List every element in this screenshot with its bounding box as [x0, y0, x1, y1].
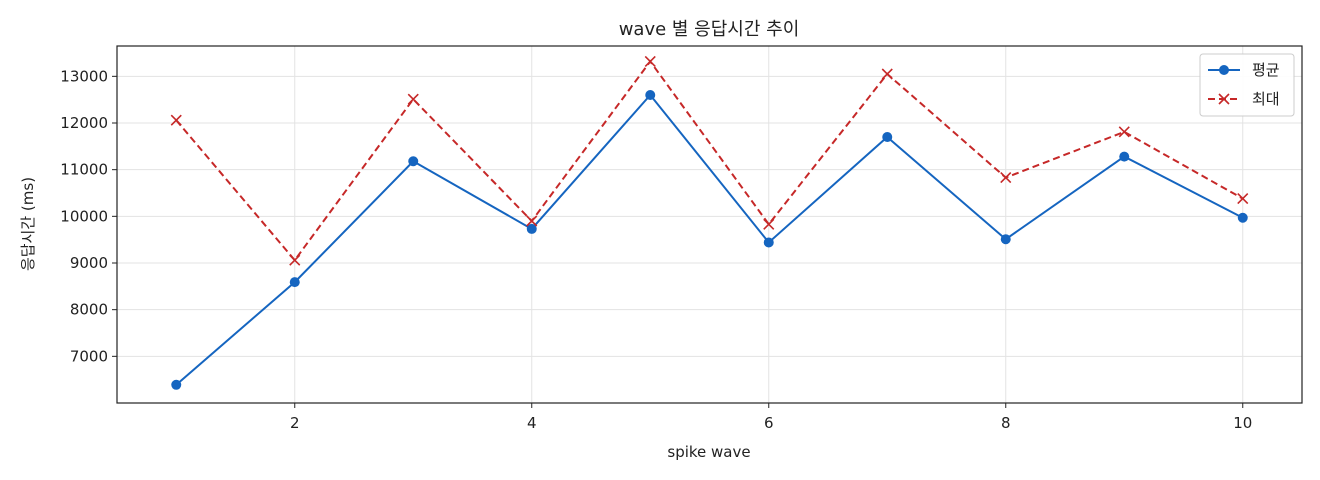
- x-tick-label: 10: [1233, 414, 1252, 432]
- data-point: [763, 237, 774, 248]
- data-point: [1237, 212, 1248, 223]
- y-tick-label: 7000: [70, 347, 108, 365]
- series-line: [175, 93, 1244, 386]
- data-point: [881, 68, 893, 80]
- data-point: [644, 55, 656, 67]
- series-line: [175, 59, 1244, 262]
- data-point: [1237, 193, 1249, 205]
- series-1: [171, 90, 1248, 390]
- data-point: [526, 223, 537, 234]
- y-tick-label: 11000: [60, 161, 108, 179]
- plot-frame: [116, 45, 1303, 404]
- series-2: [170, 55, 1249, 266]
- data-point: [289, 277, 300, 288]
- data-point: [289, 254, 301, 266]
- grid: [117, 46, 1302, 403]
- data-point: [1000, 172, 1012, 184]
- x-tick-label: 6: [764, 414, 774, 432]
- data-point: [645, 90, 656, 100]
- data-point: [1000, 234, 1011, 245]
- x-tick-label: 4: [527, 414, 537, 432]
- data-point: [526, 215, 538, 227]
- y-tick-label: 9000: [70, 254, 108, 272]
- legend-label: 평균: [1252, 61, 1280, 79]
- x-tick-label: 8: [1001, 414, 1011, 432]
- data-point: [1118, 126, 1130, 138]
- data-point: [1119, 151, 1130, 162]
- data-point: [882, 132, 893, 142]
- y-tick-label: 10000: [60, 207, 108, 225]
- legend-item: 최대: [1208, 90, 1280, 108]
- chart-title: wave 별 응답시간 추이: [619, 19, 800, 40]
- data-point: [170, 114, 182, 126]
- y-tick-label: 8000: [70, 301, 108, 319]
- y-tick-label: 12000: [60, 114, 108, 132]
- legend-marker: [1219, 65, 1229, 75]
- legend-box: [1199, 53, 1295, 117]
- y-tick-label: 13000: [60, 67, 108, 85]
- legend-marker: [1218, 93, 1230, 105]
- x-axis-label: spike wave: [667, 443, 750, 461]
- data-point: [407, 93, 419, 105]
- data-point: [408, 156, 419, 167]
- data-point: [763, 218, 775, 230]
- legend-label: 최대: [1252, 90, 1280, 108]
- y-axis-label: 응답시간 (ms): [19, 177, 37, 271]
- x-tick-label: 2: [290, 414, 300, 432]
- legend-item: 평균: [1208, 61, 1280, 79]
- axis-ticks: 2 4 6 8 10 7000 8000 9000 10000 11000 12000 13000: [60, 67, 1252, 432]
- series-layer: [170, 55, 1249, 390]
- data-point: [171, 379, 182, 390]
